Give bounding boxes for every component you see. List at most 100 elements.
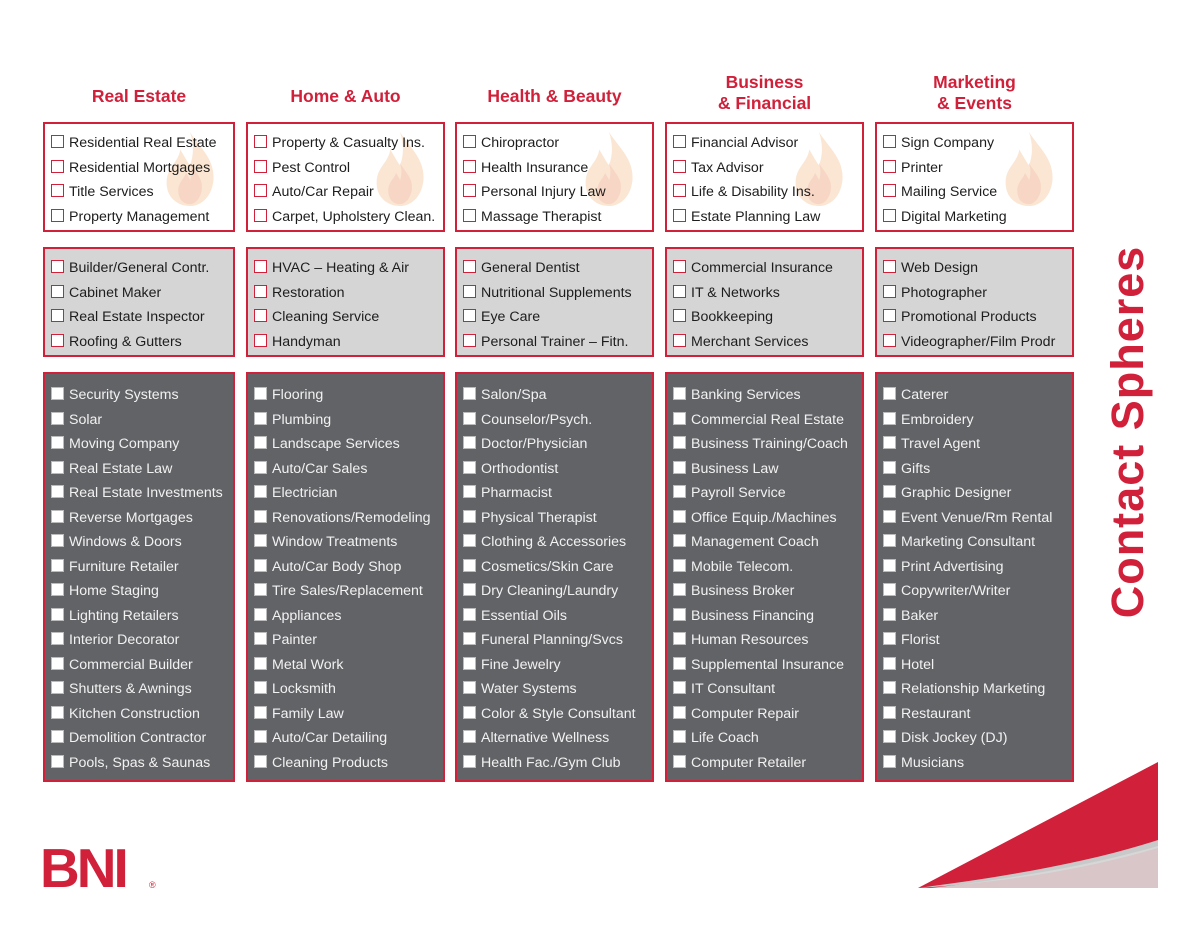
checkbox[interactable]	[254, 208, 267, 222]
checkbox[interactable]	[883, 509, 896, 523]
checkbox[interactable]	[51, 260, 64, 273]
checkbox[interactable]	[673, 260, 686, 273]
checkbox[interactable]	[673, 754, 686, 768]
checkbox[interactable]	[254, 754, 267, 768]
checkbox[interactable]	[883, 135, 896, 148]
checkbox[interactable]	[883, 656, 896, 670]
checkbox[interactable]	[51, 705, 64, 719]
checkbox[interactable]	[883, 436, 896, 449]
checkbox[interactable]	[673, 387, 686, 400]
checkbox[interactable]	[463, 705, 476, 719]
checkbox[interactable]	[463, 184, 476, 197]
checkbox[interactable]	[51, 558, 64, 572]
checkbox[interactable]	[673, 705, 686, 719]
checkbox[interactable]	[254, 681, 267, 694]
checkbox[interactable]	[254, 309, 267, 322]
checkbox[interactable]	[883, 460, 896, 474]
checkbox[interactable]	[883, 184, 896, 197]
checkbox[interactable]	[673, 135, 686, 148]
checkbox[interactable]	[463, 485, 476, 498]
checkbox[interactable]	[463, 607, 476, 621]
checkbox[interactable]	[254, 184, 267, 197]
checkbox[interactable]	[254, 656, 267, 670]
checkbox[interactable]	[673, 730, 686, 743]
checkbox[interactable]	[463, 436, 476, 449]
checkbox[interactable]	[463, 509, 476, 523]
checkbox[interactable]	[883, 260, 896, 273]
checkbox[interactable]	[463, 534, 476, 547]
checkbox[interactable]	[463, 656, 476, 670]
checkbox[interactable]	[883, 607, 896, 621]
checkbox[interactable]	[673, 333, 686, 347]
checkbox[interactable]	[254, 705, 267, 719]
checkbox[interactable]	[254, 284, 267, 298]
checkbox[interactable]	[673, 184, 686, 197]
checkbox[interactable]	[463, 333, 476, 347]
checkbox[interactable]	[463, 387, 476, 400]
checkbox[interactable]	[51, 411, 64, 425]
checkbox[interactable]	[51, 309, 64, 322]
checkbox[interactable]	[51, 656, 64, 670]
checkbox[interactable]	[51, 460, 64, 474]
checkbox[interactable]	[463, 460, 476, 474]
checkbox[interactable]	[883, 681, 896, 694]
checkbox[interactable]	[883, 632, 896, 645]
checkbox[interactable]	[883, 705, 896, 719]
checkbox[interactable]	[463, 632, 476, 645]
checkbox[interactable]	[883, 411, 896, 425]
checkbox[interactable]	[883, 730, 896, 743]
checkbox[interactable]	[883, 208, 896, 222]
checkbox[interactable]	[254, 460, 267, 474]
checkbox[interactable]	[883, 309, 896, 322]
checkbox[interactable]	[51, 387, 64, 400]
checkbox[interactable]	[51, 284, 64, 298]
checkbox[interactable]	[463, 730, 476, 743]
checkbox[interactable]	[463, 208, 476, 222]
checkbox[interactable]	[463, 135, 476, 148]
checkbox[interactable]	[883, 387, 896, 400]
checkbox[interactable]	[673, 509, 686, 523]
checkbox[interactable]	[883, 754, 896, 768]
checkbox[interactable]	[673, 558, 686, 572]
checkbox[interactable]	[673, 681, 686, 694]
checkbox[interactable]	[254, 387, 267, 400]
checkbox[interactable]	[463, 754, 476, 768]
checkbox[interactable]	[51, 583, 64, 596]
checkbox[interactable]	[51, 333, 64, 347]
checkbox[interactable]	[51, 159, 64, 173]
checkbox[interactable]	[673, 583, 686, 596]
checkbox[interactable]	[463, 558, 476, 572]
checkbox[interactable]	[254, 558, 267, 572]
checkbox[interactable]	[673, 485, 686, 498]
checkbox[interactable]	[673, 159, 686, 173]
checkbox[interactable]	[463, 159, 476, 173]
checkbox[interactable]	[673, 284, 686, 298]
checkbox[interactable]	[51, 681, 64, 694]
checkbox[interactable]	[51, 208, 64, 222]
checkbox[interactable]	[883, 583, 896, 596]
checkbox[interactable]	[254, 583, 267, 596]
checkbox[interactable]	[673, 208, 686, 222]
checkbox[interactable]	[254, 632, 267, 645]
checkbox[interactable]	[51, 730, 64, 743]
checkbox[interactable]	[673, 460, 686, 474]
checkbox[interactable]	[51, 534, 64, 547]
checkbox[interactable]	[254, 534, 267, 547]
checkbox[interactable]	[463, 260, 476, 273]
checkbox[interactable]	[254, 333, 267, 347]
checkbox[interactable]	[883, 159, 896, 173]
checkbox[interactable]	[463, 284, 476, 298]
checkbox[interactable]	[254, 159, 267, 173]
checkbox[interactable]	[463, 309, 476, 322]
checkbox[interactable]	[463, 411, 476, 425]
checkbox[interactable]	[51, 485, 64, 498]
checkbox[interactable]	[254, 135, 267, 148]
checkbox[interactable]	[883, 333, 896, 347]
checkbox[interactable]	[673, 309, 686, 322]
checkbox[interactable]	[883, 534, 896, 547]
checkbox[interactable]	[51, 184, 64, 197]
checkbox[interactable]	[883, 558, 896, 572]
checkbox[interactable]	[51, 754, 64, 768]
checkbox[interactable]	[673, 411, 686, 425]
checkbox[interactable]	[51, 436, 64, 449]
